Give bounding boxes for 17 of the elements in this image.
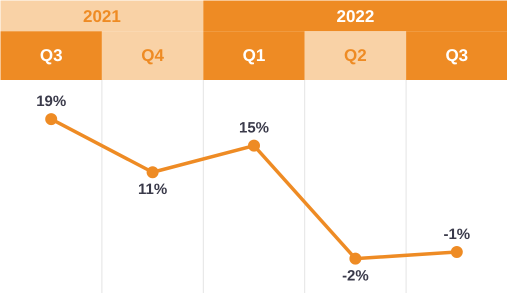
data-label: 15% (238, 120, 270, 137)
text: 2021 (82, 6, 121, 26)
x-tick-label: Q4 (141, 46, 164, 66)
data-label: -2% (342, 268, 369, 285)
x-tick-label: Q1 (242, 46, 266, 66)
point (45, 113, 58, 126)
point (450, 246, 463, 258)
x-tick-label: Q3 (445, 46, 468, 66)
point (349, 252, 362, 265)
x-tick-label: Q3 (40, 46, 63, 66)
x-tick-label: Q2 (344, 46, 367, 66)
point (248, 140, 260, 152)
data-label: -1% (443, 226, 470, 243)
text: 2022 (336, 6, 374, 26)
data-label: 19% (36, 93, 66, 110)
data-label: 11% (138, 181, 168, 198)
point (146, 166, 159, 178)
